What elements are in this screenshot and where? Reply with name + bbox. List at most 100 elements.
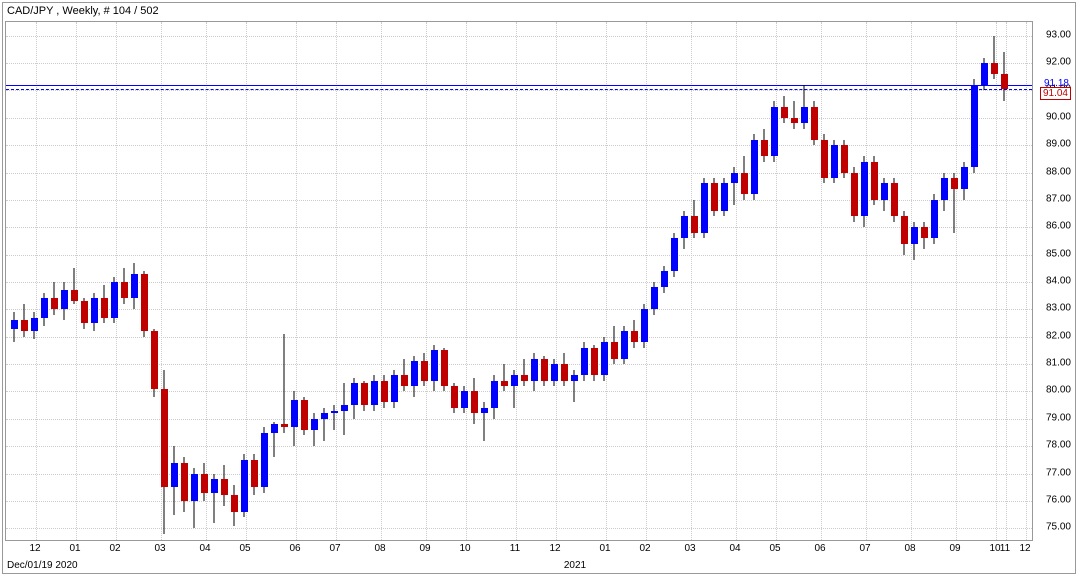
candle[interactable] [601, 22, 608, 542]
candle[interactable] [71, 22, 78, 542]
candle[interactable] [901, 22, 908, 542]
candle[interactable] [151, 22, 158, 542]
candle[interactable] [781, 22, 788, 542]
plot-area[interactable] [5, 21, 1033, 541]
candle[interactable] [31, 22, 38, 542]
candle[interactable] [101, 22, 108, 542]
candle[interactable] [291, 22, 298, 542]
candle[interactable] [941, 22, 948, 542]
candle[interactable] [261, 22, 268, 542]
candle[interactable] [851, 22, 858, 542]
candle[interactable] [721, 22, 728, 542]
candle[interactable] [581, 22, 588, 542]
candle[interactable] [951, 22, 958, 542]
candle[interactable] [551, 22, 558, 542]
candle[interactable] [651, 22, 658, 542]
candle[interactable] [61, 22, 68, 542]
candle[interactable] [241, 22, 248, 542]
candle[interactable] [91, 22, 98, 542]
candle[interactable] [221, 22, 228, 542]
candle[interactable] [471, 22, 478, 542]
candle[interactable] [751, 22, 758, 542]
candle[interactable] [421, 22, 428, 542]
candle[interactable] [871, 22, 878, 542]
candle[interactable] [401, 22, 408, 542]
candle[interactable] [81, 22, 88, 542]
candle[interactable] [411, 22, 418, 542]
candle[interactable] [501, 22, 508, 542]
candle[interactable] [331, 22, 338, 542]
candle[interactable] [11, 22, 18, 542]
candle[interactable] [281, 22, 288, 542]
candle[interactable] [381, 22, 388, 542]
candle[interactable] [111, 22, 118, 542]
candle[interactable] [441, 22, 448, 542]
candle[interactable] [201, 22, 208, 542]
candle[interactable] [961, 22, 968, 542]
candle[interactable] [131, 22, 138, 542]
candle[interactable] [911, 22, 918, 542]
candle[interactable] [171, 22, 178, 542]
candle[interactable] [981, 22, 988, 542]
candle[interactable] [931, 22, 938, 542]
candle[interactable] [691, 22, 698, 542]
candle[interactable] [311, 22, 318, 542]
candle[interactable] [161, 22, 168, 542]
candle[interactable] [811, 22, 818, 542]
candle[interactable] [891, 22, 898, 542]
candle[interactable] [621, 22, 628, 542]
candle[interactable] [701, 22, 708, 542]
candle[interactable] [301, 22, 308, 542]
candle[interactable] [271, 22, 278, 542]
candle[interactable] [861, 22, 868, 542]
candle[interactable] [571, 22, 578, 542]
candle[interactable] [181, 22, 188, 542]
candle[interactable] [791, 22, 798, 542]
candle[interactable] [841, 22, 848, 542]
candle[interactable] [461, 22, 468, 542]
candle[interactable] [801, 22, 808, 542]
candle[interactable] [41, 22, 48, 542]
candle[interactable] [991, 22, 998, 542]
candle[interactable] [681, 22, 688, 542]
candle[interactable] [971, 22, 978, 542]
candle[interactable] [641, 22, 648, 542]
candle[interactable] [511, 22, 518, 542]
candle[interactable] [141, 22, 148, 542]
candle[interactable] [821, 22, 828, 542]
candle[interactable] [211, 22, 218, 542]
candle[interactable] [481, 22, 488, 542]
candle[interactable] [121, 22, 128, 542]
candle[interactable] [251, 22, 258, 542]
candle[interactable] [351, 22, 358, 542]
candle[interactable] [321, 22, 328, 542]
candle[interactable] [921, 22, 928, 542]
candle[interactable] [661, 22, 668, 542]
candle[interactable] [591, 22, 598, 542]
candle[interactable] [491, 22, 498, 542]
candle[interactable] [231, 22, 238, 542]
candle[interactable] [191, 22, 198, 542]
candle[interactable] [671, 22, 678, 542]
candle[interactable] [51, 22, 58, 542]
candle[interactable] [371, 22, 378, 542]
candle[interactable] [391, 22, 398, 542]
candle[interactable] [631, 22, 638, 542]
candle[interactable] [831, 22, 838, 542]
candle[interactable] [741, 22, 748, 542]
candle[interactable] [521, 22, 528, 542]
candle[interactable] [611, 22, 618, 542]
candle[interactable] [361, 22, 368, 542]
candle[interactable] [761, 22, 768, 542]
candle[interactable] [451, 22, 458, 542]
candle[interactable] [881, 22, 888, 542]
candle[interactable] [531, 22, 538, 542]
candle[interactable] [431, 22, 438, 542]
candle[interactable] [341, 22, 348, 542]
candle[interactable] [1001, 22, 1008, 542]
candle[interactable] [541, 22, 548, 542]
candle[interactable] [561, 22, 568, 542]
candle[interactable] [771, 22, 778, 542]
candle[interactable] [21, 22, 28, 542]
candle[interactable] [731, 22, 738, 542]
